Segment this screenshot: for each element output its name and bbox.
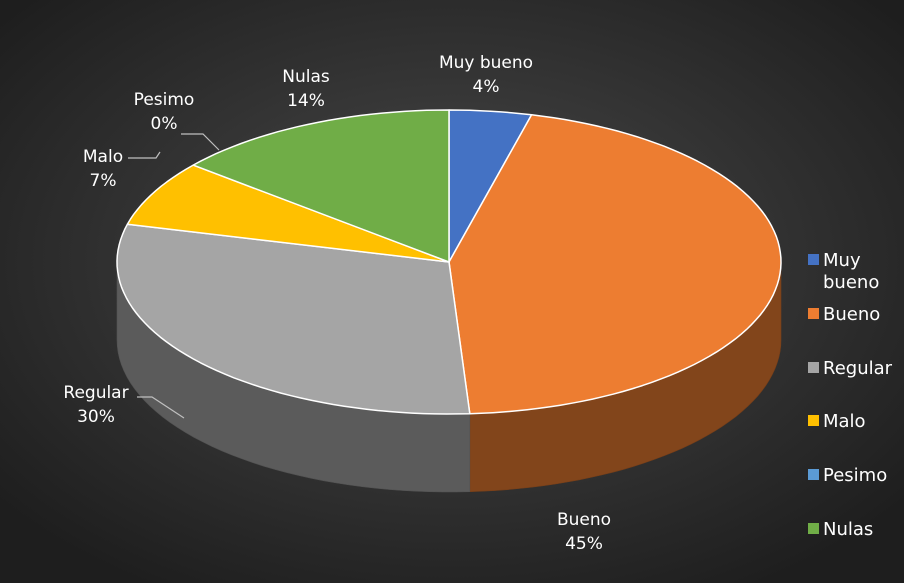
pie-slice-malo[interactable] [126,164,450,263]
data-label-pesimo: Pesimo 0% [134,90,195,134]
legend-label-line: Bueno [823,304,880,325]
data-label-name: Regular [63,383,128,403]
legend-label-malo: Malo [823,411,866,432]
data-label-percent: 4% [473,77,500,97]
pie-slices [116,109,782,415]
legend-swatch-regular [808,362,819,373]
data-label-percent: 7% [90,171,117,191]
data-label-name: Malo [83,147,123,167]
pie-slice-regular[interactable] [116,223,471,415]
legend-label-line: Regular [823,358,893,379]
legend-swatch-nulas [808,523,819,534]
legend-label-line: bueno [823,272,879,293]
data-label-nulas: Nulas 14% [282,67,330,111]
data-label-muy-bueno: Muy bueno 4% [439,53,533,97]
data-label-malo: Malo 7% [83,147,123,191]
label-leader-lines [128,133,220,419]
legend-label-pesimo: Pesimo [823,465,887,486]
legend-label-nulas: Nulas [823,519,873,540]
data-label-name: Bueno [557,510,611,530]
pie-slice-nulas[interactable] [192,109,450,263]
data-label-bueno: Bueno 45% [557,510,611,554]
leader-line-malo [128,151,161,159]
legend-swatch-muy-bueno [808,254,819,265]
data-labels: Muy bueno 4% Bueno 45% Regular 30% Malo 7% Pesim… [63,53,611,554]
legend-label-line: Muy [823,250,861,271]
data-label-percent: 45% [565,534,603,554]
data-label-regular: Regular 30% [63,383,128,427]
pie-slice-bueno[interactable] [448,114,782,415]
legend-swatch-bueno [808,308,819,319]
leader-line-regular [137,396,185,419]
legend-label-bueno: Bueno [823,304,880,325]
data-label-name: Nulas [282,67,330,87]
data-label-percent: 0% [151,114,178,134]
leader-line-pesimo [181,133,220,151]
data-label-name: Pesimo [134,90,195,110]
legend-label-muy-bueno: Muy bueno [823,250,879,293]
legend-label-line: Malo [823,411,866,432]
legend-swatch-malo [808,415,819,426]
data-label-name: Muy bueno [439,53,533,73]
legend-label-regular: Regular [823,358,893,379]
legend-label-line: Pesimo [823,465,887,486]
data-label-percent: 14% [287,91,325,111]
legend: Muy bueno Bueno Regular Malo Pesimo Nulas [808,250,893,540]
legend-swatch-pesimo [808,469,819,480]
data-label-percent: 30% [77,407,115,427]
legend-label-line: Nulas [823,519,873,540]
